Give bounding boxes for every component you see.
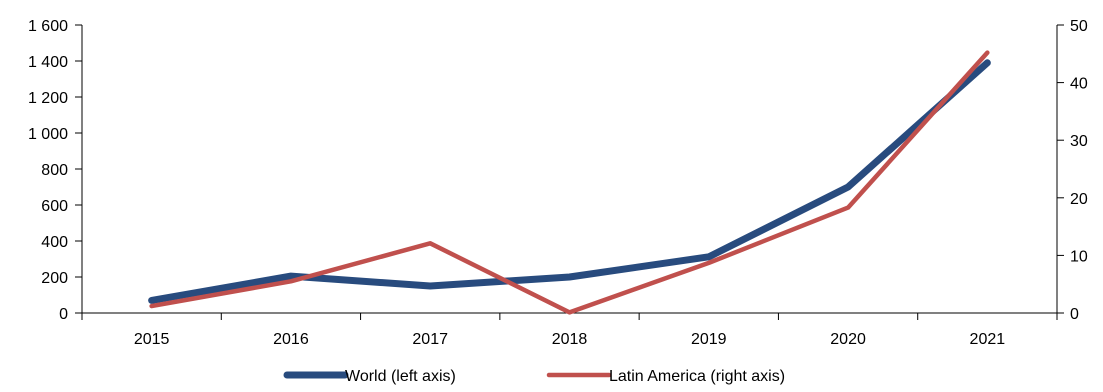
right-tick-label: 10 bbox=[1070, 248, 1088, 265]
legend-label: World (left axis) bbox=[345, 368, 456, 385]
right-tick-label: 20 bbox=[1070, 191, 1088, 208]
data-point bbox=[429, 242, 431, 244]
data-point bbox=[569, 276, 570, 278]
right-tick-label: 30 bbox=[1070, 133, 1088, 150]
legend: World (left axis) Latin America (right ax… bbox=[283, 368, 785, 385]
x-tick-label: 2019 bbox=[691, 331, 727, 348]
left-tick-label: 1 400 bbox=[28, 54, 68, 71]
left-tick-label: 1 600 bbox=[28, 18, 68, 35]
data-point bbox=[290, 280, 292, 282]
data-point bbox=[429, 285, 431, 287]
x-tick-label: 2018 bbox=[552, 331, 588, 348]
legend-label: Latin America (right axis) bbox=[609, 368, 785, 385]
left-axis-ticks: 0 200 400 600 800 1 000 1 200 1 400 1 600 bbox=[28, 18, 82, 323]
series-line-world bbox=[148, 59, 991, 304]
data-point bbox=[151, 305, 153, 307]
series-layer bbox=[148, 50, 991, 315]
axes bbox=[81, 25, 1058, 314]
left-tick-label: 800 bbox=[41, 162, 68, 179]
left-tick-label: 0 bbox=[59, 306, 68, 323]
series-line-latin-america bbox=[149, 50, 990, 315]
left-tick-label: 400 bbox=[41, 234, 68, 251]
right-tick-label: 50 bbox=[1070, 18, 1088, 35]
data-point bbox=[708, 256, 710, 258]
left-tick-label: 1 000 bbox=[28, 126, 68, 143]
x-tick-label: 2016 bbox=[273, 331, 309, 348]
left-tick-label: 600 bbox=[41, 198, 68, 215]
data-point bbox=[569, 311, 570, 313]
left-tick-label: 200 bbox=[41, 270, 68, 287]
right-tick-label: 0 bbox=[1070, 306, 1079, 323]
data-point bbox=[986, 52, 988, 54]
x-tick-label: 2017 bbox=[412, 331, 448, 348]
left-tick-label: 1 200 bbox=[28, 90, 68, 107]
right-tick-label: 40 bbox=[1070, 76, 1088, 93]
right-axis-ticks: 0 10 20 30 40 50 bbox=[1057, 18, 1088, 323]
x-tick-label: 2015 bbox=[134, 331, 170, 348]
data-point bbox=[290, 275, 292, 277]
data-point bbox=[986, 62, 988, 64]
x-tick-label: 2020 bbox=[830, 331, 866, 348]
data-point bbox=[847, 207, 849, 209]
data-point bbox=[151, 299, 153, 301]
x-axis-ticks: 2015 2016 2017 2018 2019 2020 2021 bbox=[81, 313, 1058, 348]
x-tick-label: 2021 bbox=[970, 331, 1006, 348]
data-point bbox=[708, 262, 710, 264]
data-point bbox=[847, 186, 849, 188]
